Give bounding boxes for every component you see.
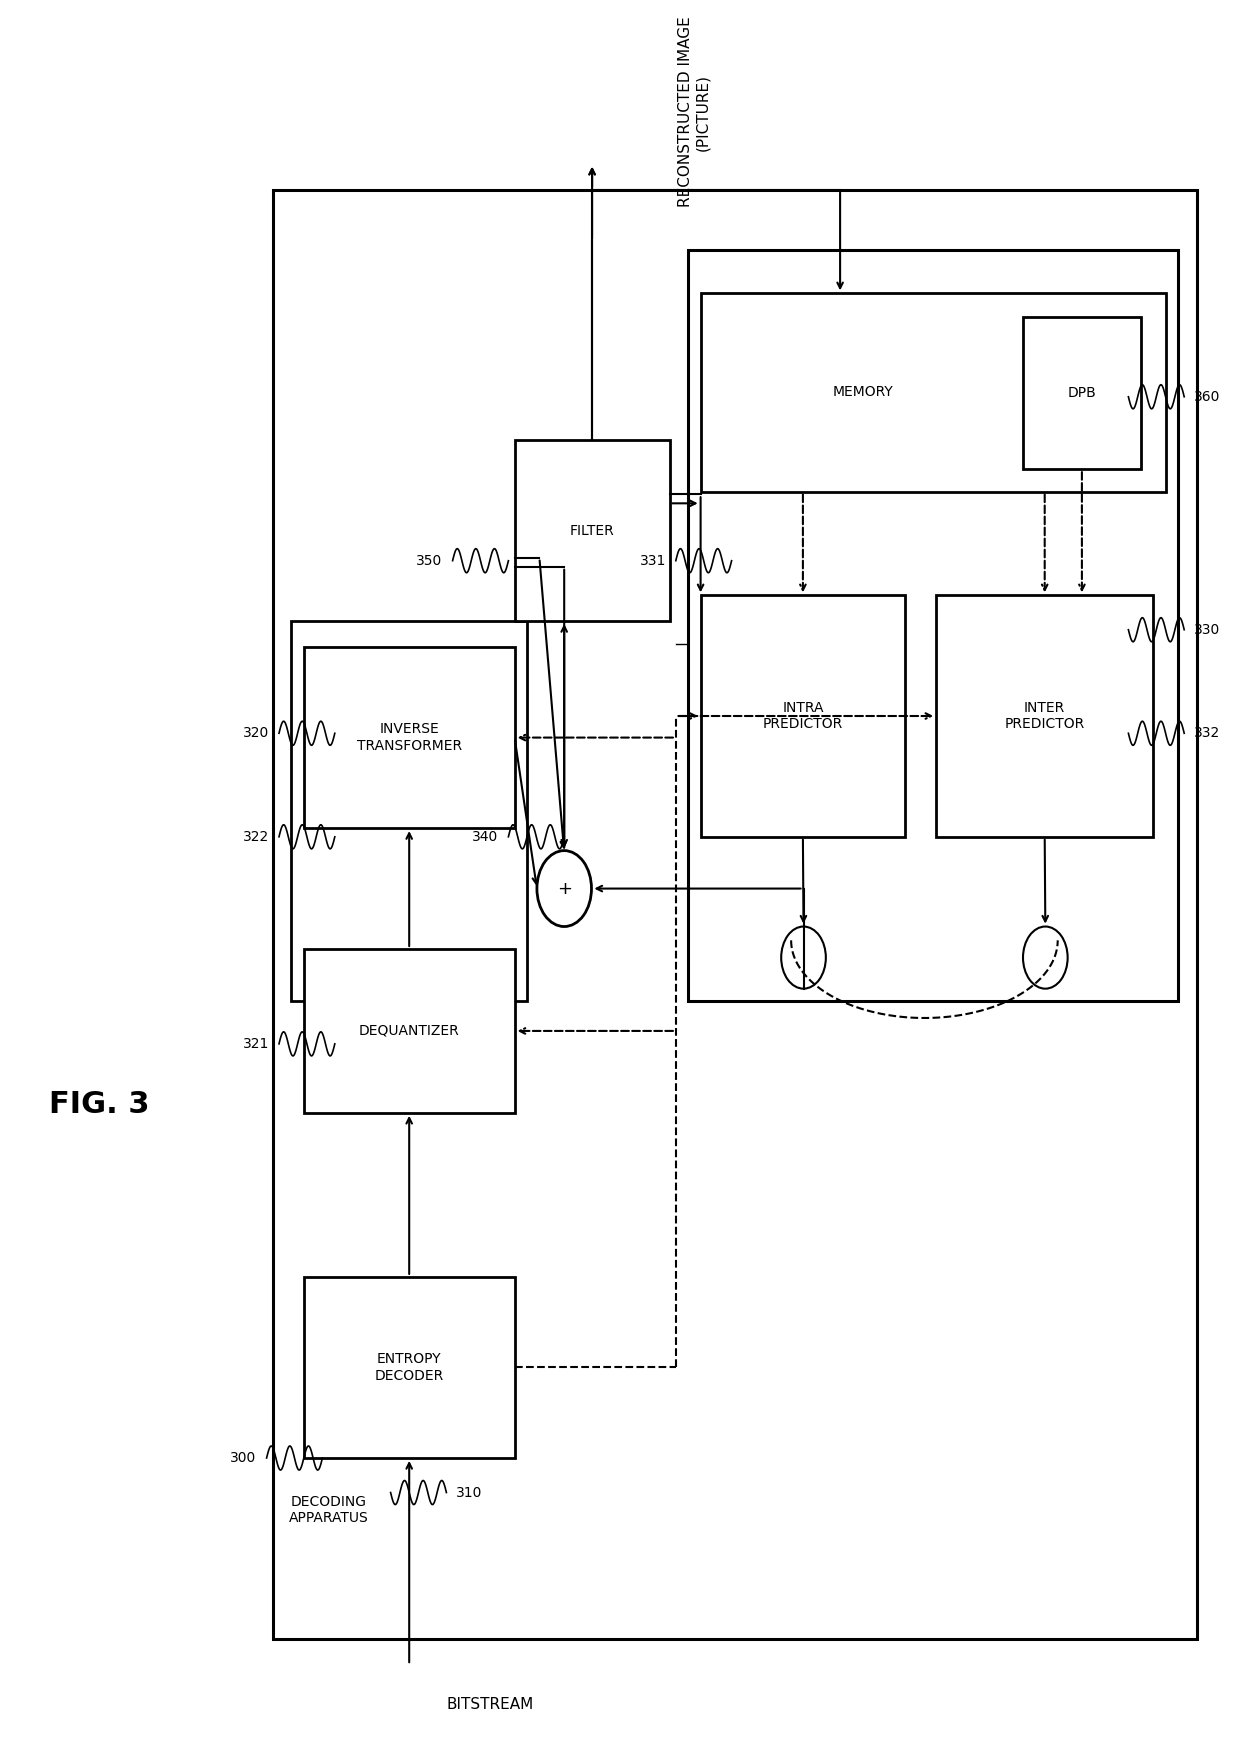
Text: 321: 321	[243, 1037, 269, 1051]
Text: 340: 340	[472, 829, 498, 843]
Text: INTRA
PREDICTOR: INTRA PREDICTOR	[763, 700, 843, 730]
Bar	[701, 294, 1166, 491]
Text: 322: 322	[243, 829, 269, 843]
Text: 330: 330	[1194, 623, 1220, 637]
Text: 350: 350	[417, 554, 443, 568]
Bar	[291, 621, 527, 1001]
Text: 320: 320	[243, 727, 269, 741]
Text: FIG. 3: FIG. 3	[48, 1089, 150, 1119]
Bar	[304, 949, 515, 1112]
Text: INVERSE
TRANSFORMER: INVERSE TRANSFORMER	[357, 722, 461, 753]
Text: ENTROPY
DECODER: ENTROPY DECODER	[374, 1352, 444, 1383]
Text: MEMORY: MEMORY	[833, 385, 894, 400]
Text: DPB: DPB	[1068, 385, 1096, 400]
Bar	[688, 250, 1178, 1001]
Bar	[701, 595, 905, 836]
Text: DEQUANTIZER: DEQUANTIZER	[358, 1024, 460, 1038]
Text: 331: 331	[640, 554, 666, 568]
Bar	[304, 1276, 515, 1457]
Bar	[936, 595, 1153, 836]
Text: +: +	[557, 880, 572, 898]
Bar	[273, 190, 1197, 1639]
Bar	[1023, 317, 1141, 470]
Text: BITSTREAM: BITSTREAM	[446, 1697, 533, 1712]
Bar	[304, 648, 515, 829]
Text: 360: 360	[1194, 389, 1220, 403]
Text: RECONSTRUCTED IMAGE
(PICTURE): RECONSTRUCTED IMAGE (PICTURE)	[678, 16, 711, 208]
Text: 310: 310	[456, 1485, 482, 1500]
Bar	[515, 440, 670, 621]
Text: FILTER: FILTER	[569, 523, 615, 537]
Text: 332: 332	[1194, 727, 1220, 741]
Text: 300: 300	[231, 1450, 257, 1464]
Text: INTER
PREDICTOR: INTER PREDICTOR	[1004, 700, 1085, 730]
Text: DECODING
APPARATUS: DECODING APPARATUS	[289, 1494, 368, 1524]
